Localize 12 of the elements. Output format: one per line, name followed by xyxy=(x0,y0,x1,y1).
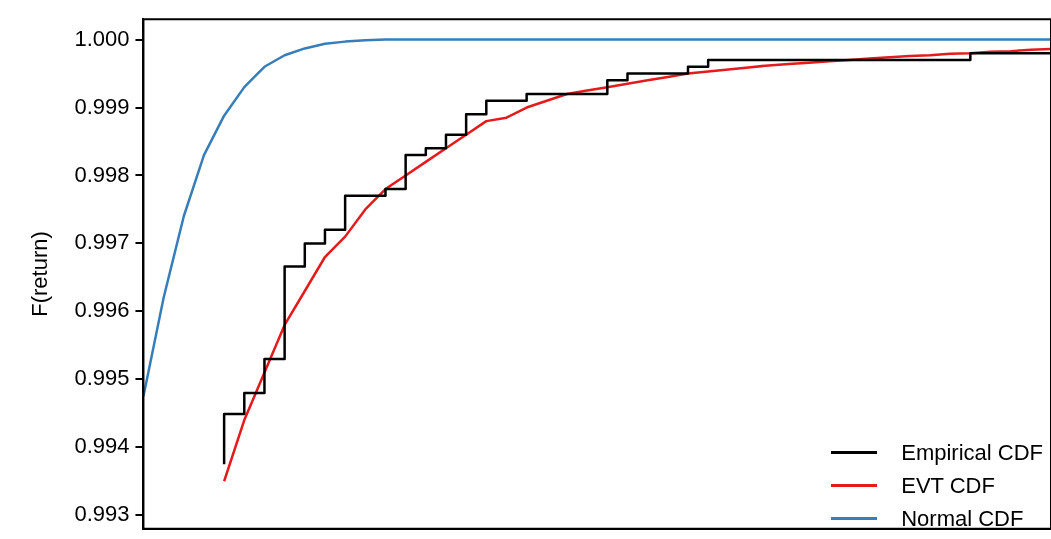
y-tick-label: 0.997 xyxy=(74,229,130,255)
y-tick-label: 0.999 xyxy=(74,93,130,119)
y-tick-label: 1.000 xyxy=(74,25,130,51)
legend-label: Normal CDF xyxy=(901,505,1024,533)
y-tick-label: 0.993 xyxy=(74,501,130,527)
y-axis-title: F(return) xyxy=(27,231,53,317)
y-tick-label: 0.996 xyxy=(74,297,130,323)
legend-label: Empirical CDF xyxy=(901,439,1043,467)
legend-label: EVT CDF xyxy=(901,472,995,500)
y-tick-label: 0.998 xyxy=(74,161,130,187)
y-tick-label: 0.995 xyxy=(74,365,130,391)
y-tick-label: 0.994 xyxy=(74,433,130,459)
